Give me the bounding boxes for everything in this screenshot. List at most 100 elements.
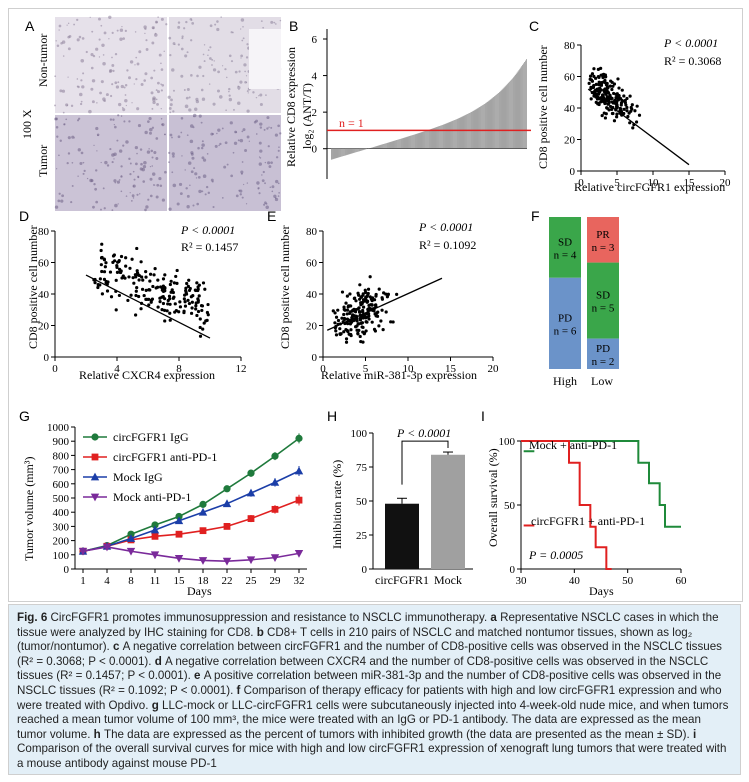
stain-dot <box>256 181 260 185</box>
stain-dot <box>224 141 228 145</box>
ihc-texture <box>54 15 282 212</box>
stain-dot <box>238 88 240 91</box>
stain-dot <box>275 156 279 159</box>
f-high-label: High <box>553 374 577 388</box>
stain-dot <box>258 162 262 166</box>
data-point <box>338 332 342 336</box>
stain-dot <box>172 183 177 188</box>
b-bar <box>396 140 397 149</box>
stain-dot <box>183 89 186 91</box>
stain-dot <box>111 83 114 86</box>
legend-marker <box>91 453 99 461</box>
stain-dot <box>271 190 274 193</box>
h-plot: 0 25 50 75 100 circFGFR1 Mock <box>351 428 473 587</box>
stain-dot <box>67 35 71 39</box>
data-point <box>144 288 148 293</box>
data-point <box>183 293 187 297</box>
stain-dot <box>266 116 270 120</box>
stain-dot <box>161 123 165 127</box>
data-point <box>134 313 138 317</box>
i-pvalue: P = 0.0005 <box>528 548 583 562</box>
h-bar <box>431 454 465 569</box>
data-point <box>134 293 138 298</box>
data-point <box>594 82 598 86</box>
b-bar <box>465 114 467 149</box>
legend-label: circFGFR1 IgG <box>113 430 189 444</box>
data-point <box>361 292 365 296</box>
stain-dot <box>71 184 74 187</box>
stain-dot <box>172 155 175 158</box>
stain-dot <box>210 132 214 136</box>
data-point <box>139 260 143 264</box>
stain-dot <box>134 64 136 66</box>
d-xlabel: Relative CXCR4 expression <box>79 368 215 382</box>
x-tick-label: 20 <box>488 363 500 375</box>
data-point <box>155 285 160 289</box>
g-x-tick-label: 29 <box>270 575 282 587</box>
data-point <box>351 318 356 323</box>
stain-dot <box>198 65 202 69</box>
stain-dot <box>103 207 106 210</box>
stain-dot <box>102 54 105 56</box>
data-point <box>619 109 624 114</box>
b-bar <box>347 148 349 155</box>
data-point <box>111 254 116 258</box>
magnification-label: 100 X <box>20 109 34 139</box>
stain-dot <box>200 88 204 92</box>
b-bar <box>413 134 414 149</box>
stain-dot <box>155 98 158 101</box>
h-bar <box>385 503 419 569</box>
stain-dot <box>151 156 154 159</box>
stain-dot <box>211 64 213 66</box>
stain-dot <box>219 95 223 99</box>
stain-dot <box>54 205 59 209</box>
data-point <box>357 306 361 310</box>
b-bar <box>372 147 373 149</box>
b-bar <box>415 134 416 149</box>
stain-dot <box>266 127 269 130</box>
b-bar <box>351 148 353 154</box>
b-bar <box>333 148 335 159</box>
stain-dot <box>93 182 96 186</box>
stain-dot <box>246 43 249 46</box>
g-data-point <box>270 554 280 563</box>
panel-e-letter: E <box>267 208 276 224</box>
b-bar <box>377 145 379 149</box>
b-bar <box>459 117 461 149</box>
stain-dot <box>63 123 66 126</box>
b-bar <box>474 109 476 149</box>
data-point <box>635 104 639 108</box>
data-point <box>373 303 377 307</box>
b-bar <box>362 148 364 151</box>
stain-dot <box>86 177 89 180</box>
stain-dot <box>169 54 172 57</box>
g-series-line <box>82 437 300 553</box>
y-tick-label: 60 <box>306 258 318 270</box>
data-point <box>171 290 175 295</box>
stain-dot <box>161 83 165 87</box>
data-point <box>616 77 620 81</box>
stain-dot <box>60 199 64 203</box>
stain-dot <box>193 115 195 118</box>
data-point <box>368 275 372 279</box>
ihc-nontumor-left <box>55 17 167 113</box>
b-bar <box>513 76 515 149</box>
b-bar <box>524 62 525 149</box>
stain-dot <box>206 153 209 155</box>
g-series-line <box>82 546 300 562</box>
stain-dot <box>232 151 235 154</box>
stain-dot <box>122 144 125 147</box>
g-y-tick-label: 600 <box>53 479 70 491</box>
data-point <box>120 276 124 280</box>
data-point <box>161 277 166 281</box>
data-point <box>352 314 357 318</box>
b-bar <box>407 136 409 149</box>
data-point <box>361 308 365 313</box>
stain-dot <box>155 157 159 160</box>
b-bar <box>338 148 340 158</box>
data-point <box>587 81 591 85</box>
stain-dot <box>95 126 99 131</box>
stain-dot <box>160 17 164 21</box>
b-bar <box>343 148 344 157</box>
g-y-tick-label: 300 <box>53 521 70 533</box>
